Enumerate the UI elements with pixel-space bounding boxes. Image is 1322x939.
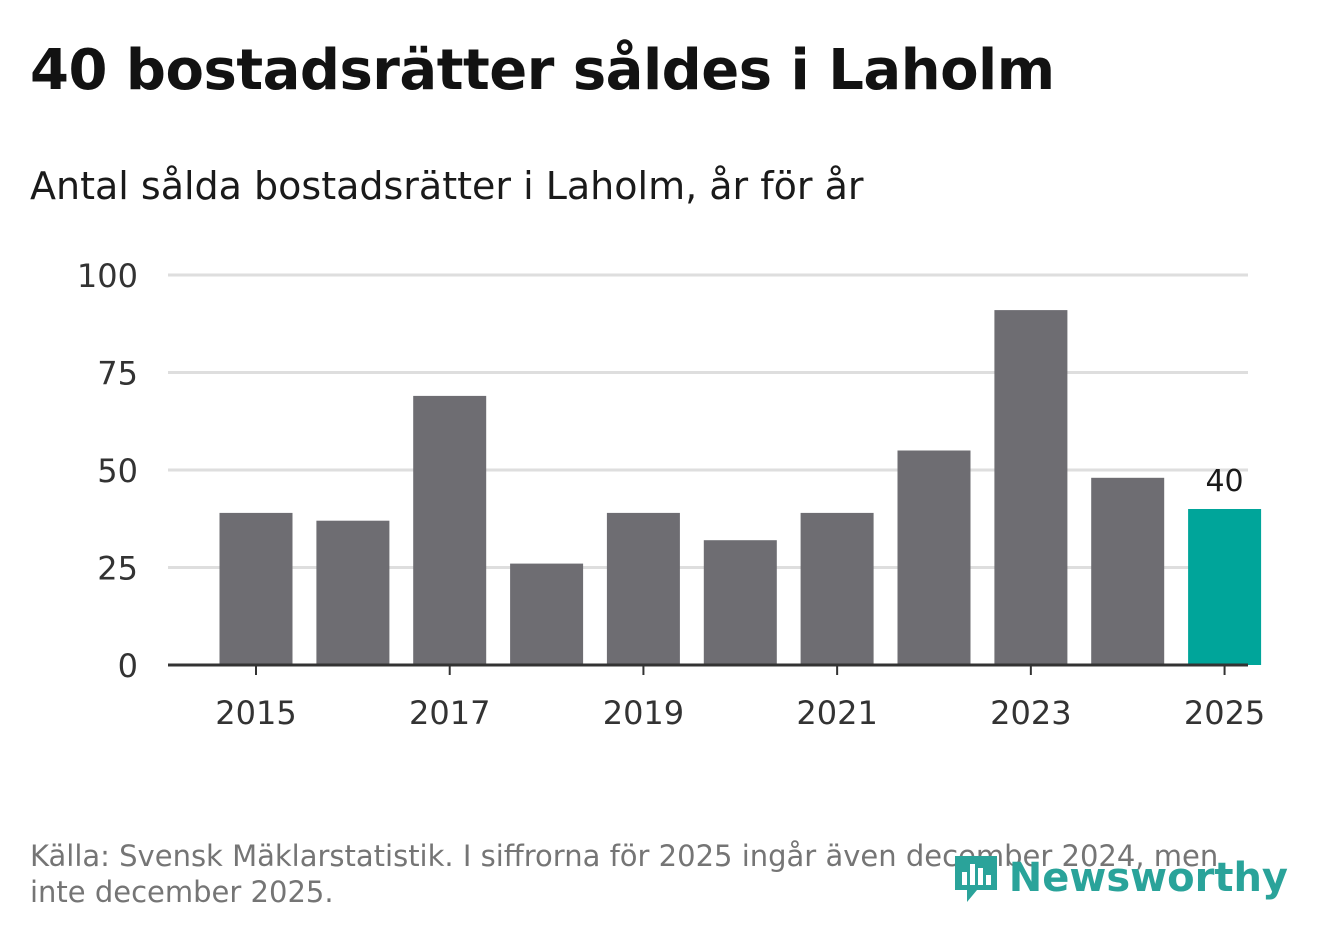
newsworthy-bar-chart-icon — [954, 856, 997, 902]
bar-2020 — [703, 540, 777, 665]
data-label-2025: 40 — [1205, 464, 1243, 499]
bar-2025 — [1188, 509, 1262, 665]
x-tick-label: 2019 — [603, 694, 684, 732]
x-tick-label: 2017 — [409, 694, 490, 732]
x-tick-label: 2015 — [215, 694, 296, 732]
bar-2017 — [413, 395, 487, 665]
x-tick-label: 2025 — [1184, 694, 1265, 732]
source-note: Källa: Svensk Mäklarstatistik. I siffror… — [30, 839, 1219, 909]
newsworthy-logo: Newsworthy — [951, 850, 1288, 906]
bar-2019 — [606, 512, 680, 665]
y-tick-labels: 0 25 50 75 100 — [77, 257, 138, 685]
bar-2024 — [1091, 477, 1165, 665]
bar-2015 — [219, 512, 293, 665]
y-tick-label: 25 — [97, 550, 138, 588]
y-tick-label: 50 — [97, 452, 138, 490]
x-tick-labels: 2015 2017 2019 2021 2023 2025 — [215, 694, 1265, 732]
bar-2018 — [510, 563, 584, 665]
y-tick-label: 100 — [77, 257, 138, 295]
bar-2016 — [316, 520, 390, 665]
x-tick-label: 2023 — [990, 694, 1071, 732]
logo-text: Newsworthy — [1008, 855, 1288, 901]
y-tick-label: 0 — [118, 647, 138, 685]
chart-subtitle: Antal sålda bostadsrätter i Laholm, år f… — [30, 164, 864, 208]
chart-title: 40 bostadsrätter såldes i Laholm — [30, 38, 1055, 103]
x-axis — [168, 663, 1248, 675]
bars — [219, 310, 1262, 665]
bar-2023 — [994, 310, 1068, 665]
y-tick-label: 75 — [97, 355, 138, 393]
bar-2022 — [897, 450, 971, 665]
x-tick-label: 2021 — [796, 694, 877, 732]
bar-2021 — [800, 512, 874, 665]
bar-chart: 0 25 50 75 100 2015 2017 2019 2021 2023 2025 40 — [77, 257, 1265, 732]
data-labels: 40 — [1205, 464, 1243, 499]
